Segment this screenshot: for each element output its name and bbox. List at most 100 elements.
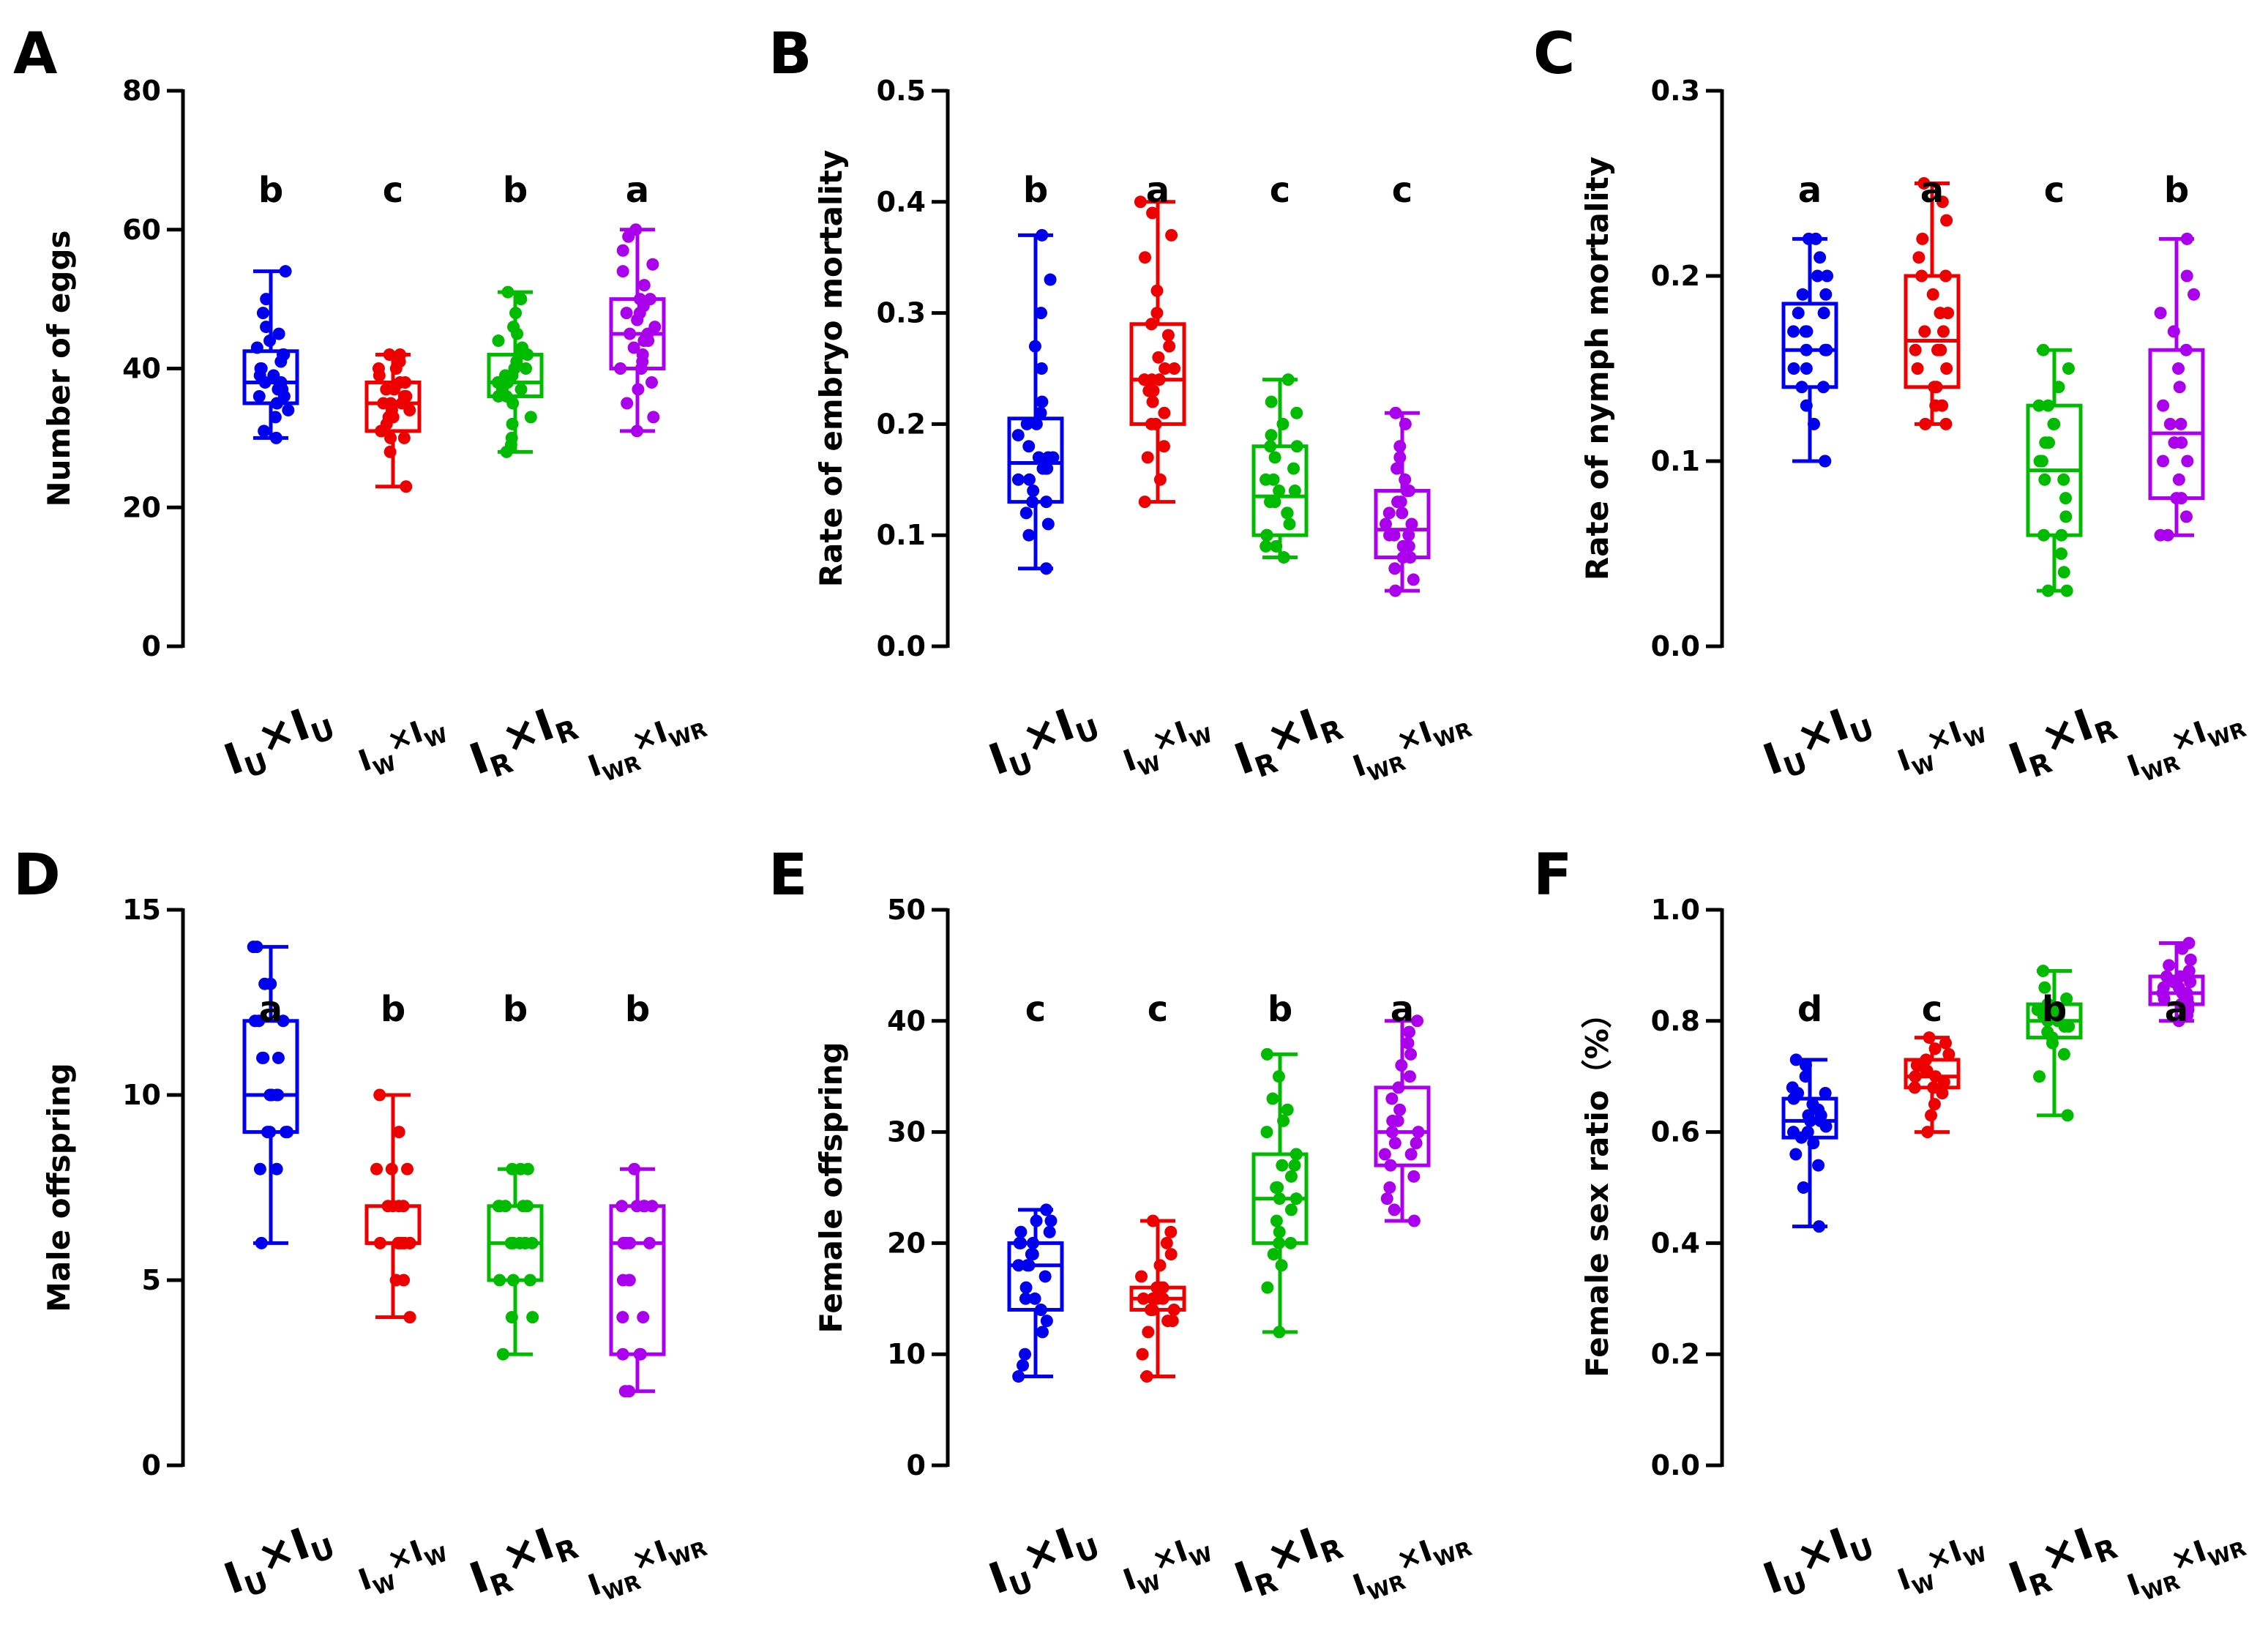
data-point (1789, 1148, 1803, 1161)
data-point (1153, 1281, 1166, 1294)
y-axis-label: Rate of embryo mortality (813, 150, 849, 588)
data-point (496, 1347, 509, 1361)
data-point (1795, 381, 1808, 394)
y-tick-label: 0 (142, 1449, 161, 1481)
data-point (2037, 528, 2051, 542)
data-point (2187, 288, 2201, 301)
significance-letter: c (383, 170, 403, 211)
data-point (1040, 496, 1053, 509)
data-point (397, 431, 411, 444)
data-point (1290, 406, 1303, 419)
data-point (1028, 340, 1041, 353)
data-point (253, 1162, 266, 1175)
data-point (1167, 1303, 1180, 1316)
data-point (1140, 1370, 1153, 1383)
category-label: IU×IU (979, 1511, 1107, 1609)
data-point (401, 1162, 414, 1175)
y-tick-label: 10 (887, 1338, 926, 1370)
data-point (2038, 473, 2051, 486)
data-point (373, 1088, 386, 1102)
data-point (1402, 528, 1415, 542)
data-point (1035, 362, 1048, 375)
panel-F: F Female sex ratio（%） 0.0 0.2 0.4 0.6 0.8 1.0 d I… (1533, 842, 2249, 1608)
data-point (372, 362, 385, 375)
data-point (269, 411, 282, 424)
data-point (1908, 1081, 1921, 1094)
data-point (1168, 362, 1181, 375)
data-point (1267, 1248, 1280, 1261)
data-point (403, 1236, 416, 1249)
data-point (260, 321, 273, 334)
data-point (1410, 1137, 1423, 1150)
significance-letter: a (259, 989, 282, 1030)
data-point (267, 369, 280, 382)
box-4: b (2148, 170, 2205, 542)
data-point (2059, 492, 2073, 505)
y-tick-label: 0.5 (877, 75, 926, 107)
category-label: IR×IR (1225, 1511, 1350, 1608)
category-label: IR×IR (460, 1511, 585, 1608)
data-point (2041, 998, 2054, 1011)
data-point (637, 279, 651, 292)
data-point (1812, 1159, 1825, 1172)
significance-letter: c (1148, 989, 1168, 1030)
data-point (1164, 1248, 1178, 1261)
data-point (2167, 325, 2180, 338)
data-point (1393, 440, 1407, 453)
data-point (507, 321, 520, 334)
data-point (1284, 1236, 1298, 1249)
data-point (2174, 417, 2187, 430)
data-point (1796, 288, 1809, 301)
data-point (520, 1200, 534, 1213)
data-point (1284, 1203, 1298, 1216)
data-point (633, 1347, 646, 1361)
data-point (617, 1236, 630, 1249)
data-point (1019, 1347, 1032, 1361)
significance-letter: b (503, 989, 528, 1030)
category-label: IU×IU (214, 1511, 342, 1609)
y-tick-label: 15 (122, 894, 161, 926)
data-point (1163, 340, 1176, 353)
data-point (2057, 473, 2070, 486)
data-point (272, 327, 285, 340)
data-point (2037, 343, 2050, 356)
data-point (1393, 1103, 1407, 1116)
category-label: IR×IR (1999, 1511, 2125, 1608)
data-point (1160, 1236, 1173, 1249)
data-point (1799, 1059, 1812, 1072)
data-point (384, 397, 397, 410)
data-point (498, 369, 512, 382)
data-point (384, 431, 397, 444)
box-4: b (609, 989, 666, 1398)
y-tick-label: 0.2 (1651, 260, 1700, 292)
significance-letter: b (1268, 989, 1292, 1030)
data-point (1287, 462, 1300, 475)
data-point (1161, 1315, 1175, 1328)
data-point (1022, 528, 1036, 542)
data-point (1263, 496, 1276, 509)
y-tick-label: 0.0 (877, 630, 926, 662)
data-point (2179, 510, 2193, 523)
data-point (1407, 1170, 1421, 1183)
significance-letter: b (381, 989, 405, 1030)
data-point (2042, 584, 2055, 597)
category-label: IW×IW (351, 1526, 454, 1604)
data-point (1265, 429, 1278, 442)
data-point (1404, 551, 1417, 564)
y-tick-label: 0.4 (1651, 1227, 1700, 1259)
box-2: a (1129, 170, 1186, 509)
data-point (1022, 1259, 1036, 1272)
data-point (1034, 406, 1047, 419)
data-point (506, 417, 519, 430)
data-point (2181, 455, 2194, 468)
data-point (1800, 399, 1813, 412)
data-point (1157, 440, 1170, 453)
category-label: IR×IR (460, 692, 585, 789)
data-point (1940, 214, 1953, 227)
data-point (616, 1347, 629, 1361)
data-point (1165, 228, 1178, 242)
data-point (1404, 1148, 1418, 1161)
data-point (272, 1051, 285, 1064)
data-point (252, 1014, 266, 1028)
